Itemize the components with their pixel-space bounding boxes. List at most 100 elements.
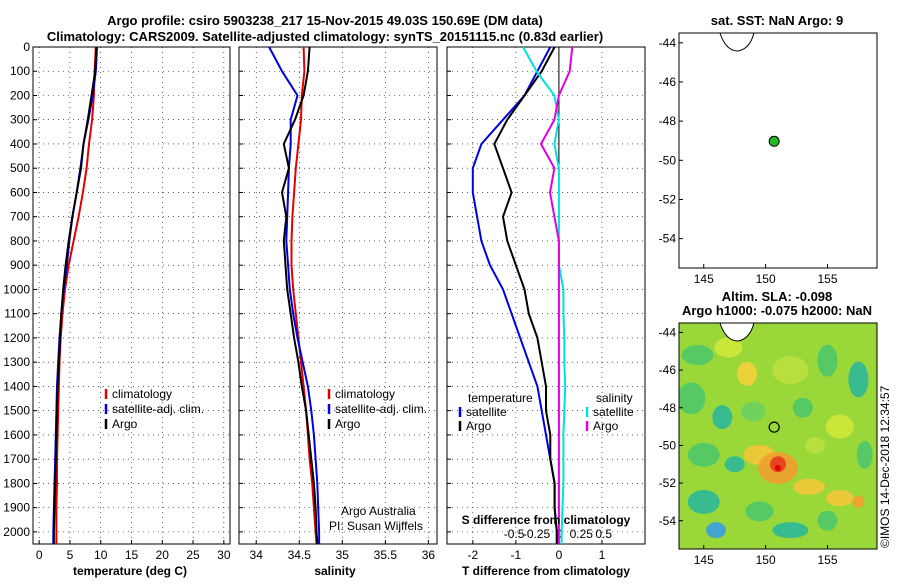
s-tick-label: 0.25 — [570, 527, 594, 541]
series-s-argo — [539, 46, 574, 544]
sla-anomaly-patch — [772, 356, 809, 385]
depth-tick-label: 500 — [10, 161, 30, 175]
legend-label: Argo — [466, 419, 492, 433]
sla-anomaly-patch — [679, 382, 706, 415]
map-y-tick-label: -48 — [659, 114, 677, 128]
difference-panel: -2-101-0.5-0.2500.250.5temperaturesalini… — [446, 46, 646, 562]
coastline — [719, 32, 755, 52]
temperature-panel: 0 5 10 15 20 25 300100200300400500600700800900… — [3, 40, 231, 562]
sla-anomaly-patch — [825, 490, 854, 507]
sla-map-panel: 145 150 155 -44 -46 -48 -50 -52 -54 — [659, 322, 878, 567]
x-tick-label: 1 — [599, 548, 606, 562]
panel-frame — [446, 46, 646, 545]
series-t-satellite — [471, 46, 558, 544]
sla-anomaly-patch — [770, 456, 786, 473]
series-satellite-adj--clim- — [268, 46, 321, 544]
sla-anomaly-patch — [817, 510, 838, 531]
salinity-xlabel: salinity — [314, 564, 356, 578]
legend-label: satellite — [466, 405, 507, 419]
legend-label: Argo — [593, 419, 619, 433]
map-x-tick-label: 145 — [694, 553, 714, 567]
depth-tick-label: 1900 — [3, 501, 30, 515]
panel-frame — [32, 46, 231, 545]
depth-tick-label: 300 — [10, 113, 30, 127]
sla-anomaly-patch — [856, 440, 873, 469]
depth-tick-label: 2000 — [3, 525, 30, 539]
sla-anomaly-patch — [706, 522, 727, 539]
sla-anomaly-patch — [805, 437, 826, 454]
difference-xlabel-top: S difference from climatology — [462, 513, 631, 527]
map-y-tick-label: -50 — [659, 153, 677, 167]
x-tick-label: 15 — [125, 548, 139, 562]
x-tick-label: 20 — [156, 548, 170, 562]
depth-tick-label: 1700 — [3, 452, 30, 466]
sla-map-title-2: Argo h1000: -0.075 h2000: NaN — [682, 303, 872, 318]
x-tick-label: 34 — [250, 548, 264, 562]
sst-map-panel: 145 150 155 -44 -46 -48 -50 -52 -54 — [659, 32, 878, 286]
map-y-tick-label: -46 — [659, 363, 677, 377]
x-tick-label: 25 — [186, 548, 200, 562]
panel-frame — [238, 46, 438, 545]
sla-anomaly-patch — [852, 495, 865, 508]
map-y-tick-label: -54 — [659, 514, 677, 528]
depth-tick-label: 600 — [10, 185, 30, 199]
map-y-tick-label: -48 — [659, 401, 677, 415]
legend-title-right: salinity — [596, 391, 633, 405]
map-frame — [678, 32, 878, 269]
map-frame — [678, 322, 878, 550]
argo-position-marker — [768, 135, 780, 147]
x-tick-label: 10 — [94, 548, 108, 562]
legend-label: climatology — [112, 387, 172, 401]
sla-map-title-1: Altim. SLA: -0.098 — [722, 289, 833, 304]
series-s-satellite — [522, 46, 567, 544]
series-argo — [280, 46, 319, 545]
argo-position-marker — [768, 421, 780, 433]
sla-anomaly-patch — [681, 345, 714, 366]
annotation-argo-australia: Argo Australia — [341, 504, 416, 518]
depth-tick-label: 900 — [10, 258, 30, 272]
map-y-tick-label: -52 — [659, 476, 677, 490]
sla-anomaly-patch — [687, 442, 720, 467]
depth-tick-label: 1600 — [3, 428, 30, 442]
x-tick-label: -1 — [511, 548, 522, 562]
series-argo — [52, 46, 98, 544]
x-tick-label: 35.5 — [374, 548, 398, 562]
legend-label: Argo — [335, 417, 361, 431]
x-tick-label: 30 — [217, 548, 231, 562]
title-line-1: Argo profile: csiro 5903238_217 15-Nov-2… — [107, 13, 543, 28]
series-climatology — [290, 46, 318, 545]
sla-anomaly-patch — [817, 344, 838, 377]
legend-title-left: temperature — [468, 391, 533, 405]
map-y-tick-label: -44 — [659, 325, 677, 339]
map-y-tick-label: -52 — [659, 192, 677, 206]
sla-anomaly-patch — [741, 401, 766, 422]
sla-anomaly-patch — [825, 414, 854, 439]
depth-tick-label: 0 — [23, 40, 30, 54]
difference-xlabel: T difference from climatology — [462, 564, 630, 578]
map-x-tick-label: 155 — [817, 272, 837, 286]
legend-label: satellite-adj. clim. — [335, 402, 427, 416]
x-tick-label: -2 — [467, 548, 478, 562]
sla-max-marker — [775, 465, 781, 472]
legend-label: Argo — [112, 417, 138, 431]
depth-tick-label: 1100 — [4, 307, 30, 321]
annotation-pi: PI: Susan Wijffels — [329, 519, 423, 533]
map-x-tick-label: 150 — [756, 272, 776, 286]
map-x-tick-label: 150 — [756, 553, 776, 567]
depth-tick-label: 100 — [10, 64, 30, 78]
sla-anomaly-patch — [792, 397, 813, 418]
sla-anomaly-patch — [848, 361, 869, 398]
depth-tick-label: 1300 — [3, 355, 30, 369]
sla-anomaly-patch — [712, 405, 733, 430]
s-tick-label: -0.5 — [504, 527, 525, 541]
x-tick-label: 5 — [67, 548, 74, 562]
legend-label: satellite-adj. clim. — [112, 402, 204, 416]
depth-tick-label: 400 — [10, 137, 30, 151]
x-tick-label: 0 — [556, 548, 563, 562]
map-y-tick-label: -54 — [659, 232, 677, 246]
depth-tick-label: 1200 — [3, 331, 30, 345]
map-background — [679, 33, 877, 268]
x-tick-label: 34.5 — [288, 548, 312, 562]
coastline — [719, 322, 755, 342]
